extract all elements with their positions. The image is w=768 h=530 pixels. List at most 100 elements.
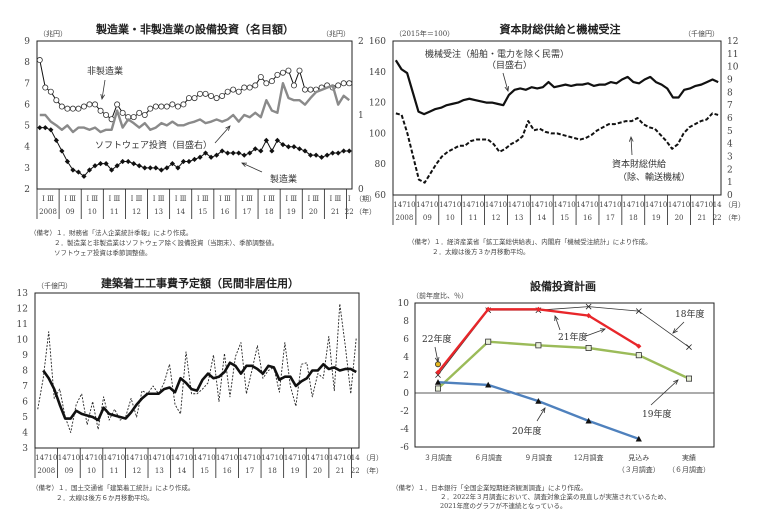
chart4-ytick-label: -4: [400, 425, 409, 435]
chart1-series1-point: [153, 165, 159, 171]
chart1-ylabel-left: （兆円）: [39, 29, 67, 38]
chart2-year-label: 10: [446, 214, 455, 222]
chart1-arrow-nonmanufacturing: [101, 79, 106, 100]
chart1-series1-point: [114, 163, 120, 169]
chart3-note: （備考）１．国土交通省「建築着工統計」により作成。: [32, 483, 194, 492]
chart1-series1-point: [241, 152, 247, 158]
chart4-point-18年度-b: [686, 344, 692, 350]
chart3-ytick-label: 8: [22, 367, 28, 377]
chart4-arrow-fy21-b: [554, 315, 561, 331]
chart1-series0-point: [263, 80, 270, 87]
chart1-series0-point: [252, 82, 259, 89]
chart2-arrow-capital-goods: [630, 136, 633, 156]
chart4-category-label: ３月調査: [424, 453, 452, 462]
chart3-year-label: 21: [336, 467, 345, 475]
chart1-series1-point: [59, 148, 65, 154]
chart2-ytick-right-label: 12: [727, 37, 738, 47]
chart3-period-tick-label: 14710: [35, 454, 57, 462]
chart3-period-tick-label: 14710: [239, 454, 261, 462]
chart4-point-21年度: [586, 313, 592, 319]
chart2-period-tick-label: 14710: [393, 201, 415, 209]
chart1-series0-point: [274, 71, 281, 78]
chart1-series1-point: [136, 163, 142, 169]
chart4-arrow-fy21-b-head: [554, 315, 559, 322]
chart1-period-tick-label: Ⅰ Ⅲ: [241, 195, 253, 203]
chart4-category-label: 見込み: [628, 453, 649, 462]
chart3-period-tick-label: 14710: [284, 454, 306, 462]
chart1-series0-point: [346, 80, 353, 87]
chart1-period-tick-label: Ⅰ Ⅲ: [64, 195, 76, 203]
chart1-series1-point: [147, 165, 153, 171]
chart1-series1-point: [307, 152, 314, 158]
chart2-annotation-excl-transport: （除、輸送機械）: [618, 171, 690, 183]
chart1-series0-point: [130, 114, 137, 121]
chart2-period-unit-label: （月）: [724, 201, 745, 209]
chart1-plot-frame: [36, 40, 353, 190]
chart2-year-label: 22: [713, 214, 722, 222]
chart1-series1-point: [346, 148, 352, 154]
chart1-title: 製造業・非製造業の設備投資（名目額）: [95, 22, 294, 36]
chart4-category-label: ９月調査: [524, 453, 552, 462]
chart2-period-tick-label: 14710: [508, 201, 530, 209]
chart1-series1-point: [120, 158, 126, 165]
chart1-series0-point: [69, 105, 76, 112]
chart1-series0-point: [208, 92, 215, 99]
chart1-series0-point: [219, 92, 226, 99]
chart1-series0-point: [224, 88, 231, 95]
chart2-period-tick-label: 14710: [668, 201, 690, 209]
chart4-point-21年度: [535, 306, 541, 312]
chart4-ytick-label: 8: [403, 317, 409, 327]
chart3-year-label: 2008: [37, 467, 55, 475]
chart4-arrow-fy18-head: [672, 328, 678, 334]
chart4-ytick-label: 0: [403, 389, 409, 399]
chart1-period-tick-label: Ⅰ Ⅲ: [197, 195, 209, 203]
chart2-period-tick-label: 14710: [691, 201, 713, 209]
chart1-series1-point: [313, 152, 319, 158]
chart1-series1-point: [324, 152, 330, 158]
chart1-period-tick-label: Ⅰ Ⅲ: [108, 195, 120, 203]
chart2-ytick-label: 60: [375, 191, 387, 201]
chart3-ytick-label: 3: [22, 444, 28, 454]
chart1-period-tick-label: Ⅰ Ⅲ: [285, 195, 297, 203]
chart1-series1-point: [142, 165, 148, 171]
chart2-period-tick-label: 14710: [599, 201, 621, 209]
chart2-year-label: 16: [583, 214, 592, 222]
chart4-point-18年度-b: [435, 372, 441, 378]
chart1-series1-point: [302, 148, 308, 154]
chart2-series-line-0: [394, 59, 719, 116]
chart3-period-tick-label: 14710: [193, 454, 215, 462]
chart1-period-tick-label: Ⅰ Ⅲ: [307, 195, 319, 203]
chart1-series1-point: [219, 148, 225, 154]
chart1-series1-point: [197, 154, 203, 160]
chart4-category-sublabel: （６月調査）: [668, 465, 710, 474]
chart4-point-20年度: [535, 398, 542, 404]
chart1-series0-point: [290, 82, 297, 89]
chart2-note: ２．太線は後方３か月移動平均。: [432, 247, 530, 256]
chart2-ytick-label: 100: [369, 129, 386, 139]
chart1-year-label: 21: [331, 208, 340, 216]
chart2-arrow-machinery-orders-head: [504, 85, 510, 92]
chart4-point-19年度: [485, 338, 492, 345]
chart1-series-line-1: [39, 127, 350, 177]
chart1-series1-point: [64, 158, 70, 165]
chart3-ytick-label: 9: [22, 351, 28, 361]
chart1-period-tick-label: Ⅰ Ⅲ: [131, 195, 143, 203]
chart2-year-label: 13: [514, 214, 523, 222]
chart4-ytick-label: -2: [400, 407, 409, 417]
chart3-period-tick-label: 14710: [148, 454, 170, 462]
chart2-ytick-label: 120: [369, 99, 386, 109]
chart2-period-tick-label: 14710: [645, 201, 667, 209]
chart1-ytick-right-label: 2: [358, 37, 364, 47]
chart1-series1-point: [125, 158, 131, 165]
chart3-year-label: 17: [245, 467, 254, 475]
chart1-series0-point: [268, 78, 275, 85]
chart1-year-label: 15: [198, 208, 207, 216]
chart4-annotation-fy19: 19年度: [642, 408, 671, 420]
chart2-ytick-right-label: 10: [727, 63, 739, 73]
chart1-series0-point: [136, 109, 143, 116]
chart1-series1-point: [202, 150, 209, 156]
chart1-series1-point: [81, 173, 87, 179]
chart1-series0-point: [174, 103, 181, 110]
chart4-arrow-fy22-head: [434, 357, 440, 364]
chart1-series0-point: [169, 101, 176, 108]
